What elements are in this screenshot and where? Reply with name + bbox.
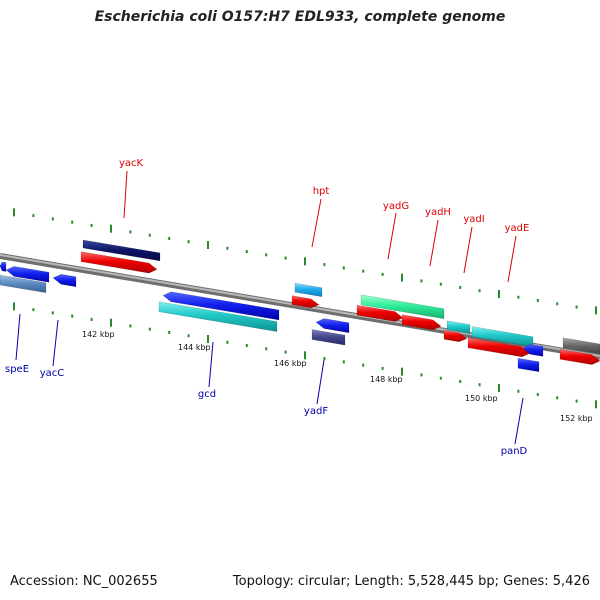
feature-yadF[interactable]	[315, 318, 350, 334]
leader-yacK	[123, 170, 128, 219]
gene-label-speE[interactable]: speE	[5, 364, 29, 375]
feature-hpt-sky[interactable]	[294, 282, 323, 297]
leader-yadE	[507, 235, 517, 283]
feature-yadG-green[interactable]	[360, 294, 445, 320]
feature-gcd[interactable]	[162, 291, 280, 321]
accession-text: Accession: NC_002655	[10, 574, 158, 589]
gene-label-yadF[interactable]: yadF	[304, 406, 328, 417]
leader-yadI	[463, 226, 473, 274]
feature-panD[interactable]	[517, 357, 540, 373]
feature-gcd-cyan[interactable]	[158, 301, 278, 332]
feature-right-gray[interactable]	[562, 337, 600, 355]
leader-yadH	[429, 219, 439, 267]
gene-label-panD[interactable]: panD	[501, 446, 528, 457]
feature-yacK-navy[interactable]	[82, 239, 161, 262]
gene-label-yadG[interactable]: yadG	[383, 201, 409, 212]
feature-right-red[interactable]	[559, 348, 600, 365]
feature-yacK[interactable]	[80, 251, 158, 274]
ruler-label-148: 148 kbp	[370, 375, 403, 384]
gene-label-gcd[interactable]: gcd	[198, 389, 216, 400]
feature-yacC[interactable]	[52, 274, 77, 288]
ruler-label-142: 142 kbp	[82, 330, 115, 339]
leader-hpt	[311, 198, 322, 248]
ruler-label-144: 144 kbp	[178, 343, 211, 352]
gene-label-yadE[interactable]: yadE	[505, 223, 530, 234]
feature-hpt[interactable]	[291, 295, 320, 309]
leader-yacC	[52, 319, 59, 367]
gene-label-yadI[interactable]: yadI	[463, 214, 484, 225]
gene-label-yacC[interactable]: yacC	[40, 368, 65, 379]
feature-yadH[interactable]	[401, 314, 442, 331]
genome-summary-text: Topology: circular; Length: 5,528,445 bp…	[232, 574, 590, 589]
feature-speE[interactable]	[5, 266, 50, 283]
tick-rows	[13, 208, 597, 409]
leader-panD	[514, 397, 524, 445]
leader-yadG	[387, 212, 397, 260]
ruler-label-150: 150 kbp	[465, 394, 498, 403]
feature-left-steel[interactable]	[0, 274, 47, 294]
ruler-label-152: 152 kbp	[560, 414, 593, 423]
ruler-label-146: 146 kbp	[274, 359, 307, 368]
leader-speE	[15, 313, 21, 361]
map-title: Escherichia coli O157:H7 EDL933, complet…	[94, 9, 506, 25]
gene-label-yadH[interactable]: yadH	[425, 207, 451, 218]
leader-gcd	[208, 341, 214, 388]
feature-yadE[interactable]	[467, 337, 531, 358]
feature-yadI[interactable]	[443, 329, 468, 343]
gene-label-hpt[interactable]: hpt	[313, 186, 330, 197]
gene-features	[0, 239, 600, 373]
label-leaders	[15, 170, 524, 445]
feature-yadG[interactable]	[356, 304, 404, 322]
feature-left-blue[interactable]	[0, 261, 7, 272]
gene-label-yacK[interactable]: yacK	[119, 158, 144, 169]
feature-yadI-cyan[interactable]	[446, 320, 471, 334]
feature-panD-upper[interactable]	[522, 343, 544, 357]
leader-yadF	[316, 359, 325, 405]
feature-yadF-purple[interactable]	[311, 329, 346, 346]
